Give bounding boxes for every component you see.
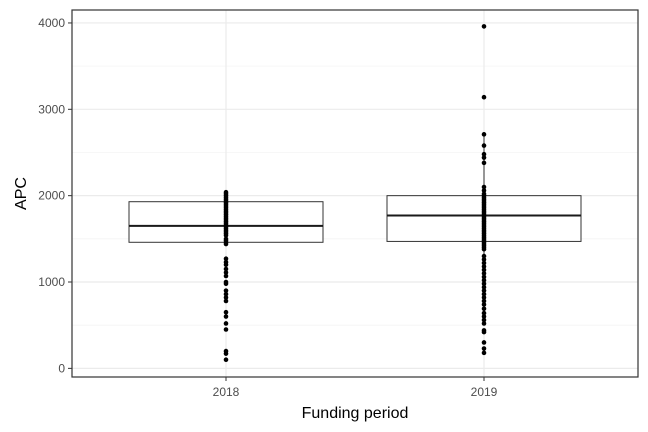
data-point	[481, 246, 487, 252]
data-point	[481, 267, 487, 273]
data-point	[223, 309, 229, 315]
data-point	[481, 264, 487, 269]
grid-layer	[72, 10, 638, 377]
data-point	[223, 262, 229, 268]
data-point	[481, 321, 487, 326]
data-point	[223, 270, 229, 275]
data-point	[223, 314, 229, 319]
y-tick-label: 2000	[38, 189, 65, 203]
data-point	[481, 295, 487, 300]
data-point	[481, 260, 487, 266]
x-axis-title: Funding period	[302, 405, 409, 422]
y-tick-label: 3000	[38, 102, 65, 116]
data-point	[481, 253, 487, 259]
data-point	[481, 94, 487, 100]
data-point	[223, 241, 229, 247]
data-point	[481, 155, 487, 160]
data-point	[481, 310, 487, 316]
y-tick-label: 4000	[38, 16, 65, 30]
data-point	[481, 184, 487, 190]
data-point	[481, 281, 487, 287]
data-point	[481, 271, 487, 276]
data-point	[481, 306, 487, 312]
data-point	[223, 256, 229, 261]
data-point	[481, 24, 487, 29]
data-point	[481, 291, 487, 297]
data-point	[481, 346, 487, 351]
data-point	[223, 327, 229, 332]
data-point	[481, 277, 487, 283]
data-point	[481, 288, 487, 293]
data-point	[223, 266, 229, 272]
data-point	[223, 298, 229, 304]
point-layer	[223, 24, 487, 363]
data-point	[481, 257, 487, 262]
x-tick-label: 2019	[471, 385, 498, 399]
data-point	[481, 314, 487, 319]
data-point	[223, 291, 229, 297]
data-point	[481, 298, 487, 304]
data-point	[223, 233, 229, 238]
data-point	[223, 273, 229, 279]
data-point	[481, 132, 487, 137]
data-point	[223, 281, 229, 287]
data-point	[481, 151, 487, 157]
x-tick-label: 2018	[213, 385, 240, 399]
data-point	[223, 321, 229, 326]
data-point	[481, 188, 487, 193]
data-point	[223, 351, 229, 356]
data-point	[481, 329, 487, 335]
y-axis-title: APC	[13, 177, 30, 210]
y-tick-label: 0	[58, 361, 65, 375]
data-point	[481, 284, 487, 290]
data-point	[223, 295, 229, 300]
data-point	[481, 350, 487, 356]
data-point	[223, 288, 229, 293]
data-point	[223, 357, 229, 363]
data-point	[481, 302, 487, 307]
data-point	[481, 160, 487, 166]
axis-layer: 0 1000 2000 3000 4000 2018 2019	[38, 16, 497, 399]
panel-border	[71, 9, 639, 378]
y-tick-label: 1000	[38, 275, 65, 289]
data-point	[481, 274, 487, 280]
data-point	[481, 143, 487, 148]
box-layer	[128, 134, 582, 303]
data-point	[481, 317, 487, 323]
data-point	[481, 340, 487, 345]
